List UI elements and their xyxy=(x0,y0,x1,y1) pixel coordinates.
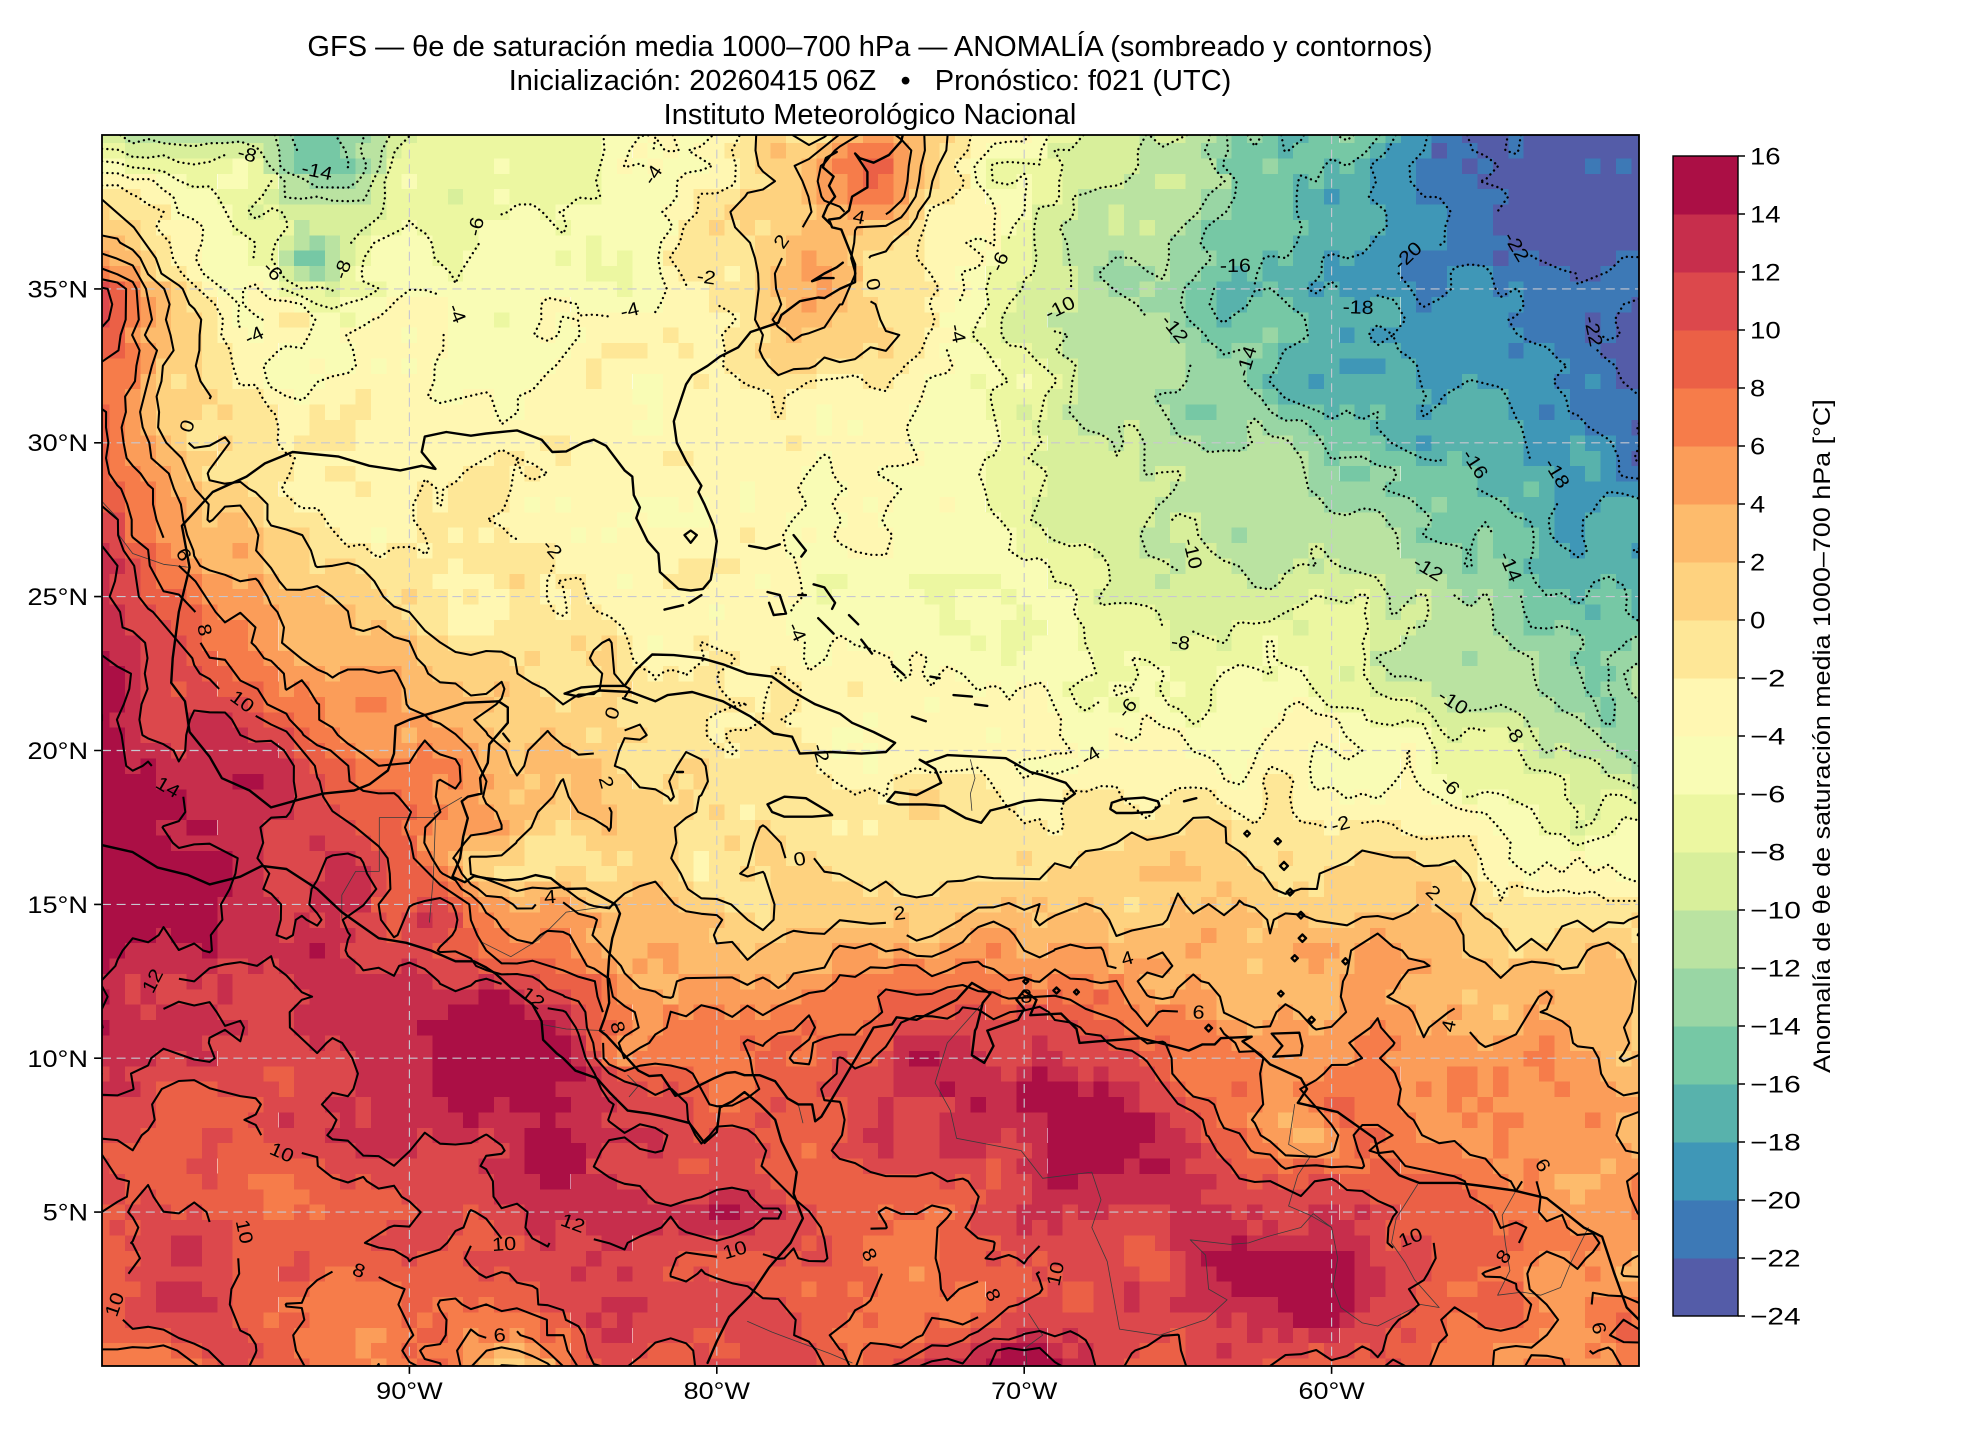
svg-text:−6: −6 xyxy=(1750,782,1785,809)
svg-text:15°N: 15°N xyxy=(27,892,88,919)
svg-text:-8: -8 xyxy=(1170,632,1192,655)
svg-text:6: 6 xyxy=(1192,1002,1206,1024)
svg-text:Anomalía de θe de saturación m: Anomalía de θe de saturación media 1000–… xyxy=(1809,399,1836,1073)
svg-text:-16: -16 xyxy=(1220,256,1251,277)
svg-text:2: 2 xyxy=(893,903,907,925)
svg-text:−22: −22 xyxy=(1750,1246,1801,1273)
svg-text:GFS — θe de saturación media 1: GFS — θe de saturación media 1000–700 hP… xyxy=(307,30,1432,63)
svg-text:90°W: 90°W xyxy=(376,1378,443,1405)
svg-text:-18: -18 xyxy=(1342,297,1374,319)
svg-text:8: 8 xyxy=(1750,376,1765,403)
svg-text:-2: -2 xyxy=(695,266,717,289)
svg-text:−24: −24 xyxy=(1750,1304,1801,1331)
svg-text:80°W: 80°W xyxy=(684,1378,751,1405)
svg-text:70°W: 70°W xyxy=(991,1378,1058,1405)
svg-text:30°N: 30°N xyxy=(28,430,89,457)
svg-text:16: 16 xyxy=(1750,144,1781,171)
svg-text:6: 6 xyxy=(493,1325,507,1347)
svg-text:−18: −18 xyxy=(1750,1130,1801,1157)
svg-text:6: 6 xyxy=(1750,434,1765,461)
svg-text:−10: −10 xyxy=(1750,898,1801,925)
svg-text:10: 10 xyxy=(491,1234,516,1256)
svg-text:5°N: 5°N xyxy=(43,1200,88,1227)
svg-text:2: 2 xyxy=(1750,550,1765,577)
svg-text:−20: −20 xyxy=(1750,1188,1801,1215)
svg-text:−2: −2 xyxy=(1750,666,1785,693)
svg-text:−14: −14 xyxy=(1750,1014,1801,1041)
svg-text:60°W: 60°W xyxy=(1299,1378,1366,1405)
svg-text:14: 14 xyxy=(1750,202,1781,229)
svg-text:−16: −16 xyxy=(1750,1072,1801,1099)
svg-text:10°N: 10°N xyxy=(27,1046,88,1073)
svg-text:25°N: 25°N xyxy=(28,584,89,611)
svg-text:8: 8 xyxy=(1020,986,1033,1008)
svg-text:Instituto Meteorológico Nacion: Instituto Meteorológico Nacional xyxy=(664,99,1077,131)
svg-text:10: 10 xyxy=(1750,318,1781,345)
svg-text:35°N: 35°N xyxy=(28,276,89,303)
svg-text:0: 0 xyxy=(1750,608,1765,635)
svg-text:4: 4 xyxy=(543,887,557,909)
svg-text:4: 4 xyxy=(1750,492,1765,519)
svg-text:−4: −4 xyxy=(1750,724,1785,751)
svg-text:Inicialización: 20260415 06Z: Inicialización: 20260415 06Z • Pronóstic… xyxy=(509,65,1232,97)
svg-text:−8: −8 xyxy=(1750,840,1785,867)
svg-text:−12: −12 xyxy=(1750,956,1801,983)
svg-text:12: 12 xyxy=(1750,260,1781,287)
svg-text:20°N: 20°N xyxy=(28,738,89,765)
